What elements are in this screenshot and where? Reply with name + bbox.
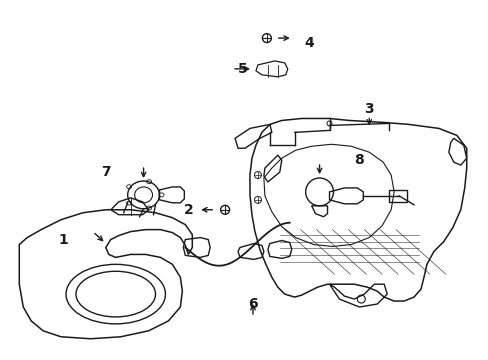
Text: 8: 8 [354, 153, 364, 167]
Text: 7: 7 [101, 165, 110, 179]
Text: 1: 1 [58, 233, 68, 247]
Text: 4: 4 [304, 36, 314, 50]
Text: 3: 3 [364, 102, 373, 116]
Text: 6: 6 [247, 297, 257, 311]
Text: 5: 5 [238, 62, 247, 76]
Text: 2: 2 [183, 203, 193, 217]
